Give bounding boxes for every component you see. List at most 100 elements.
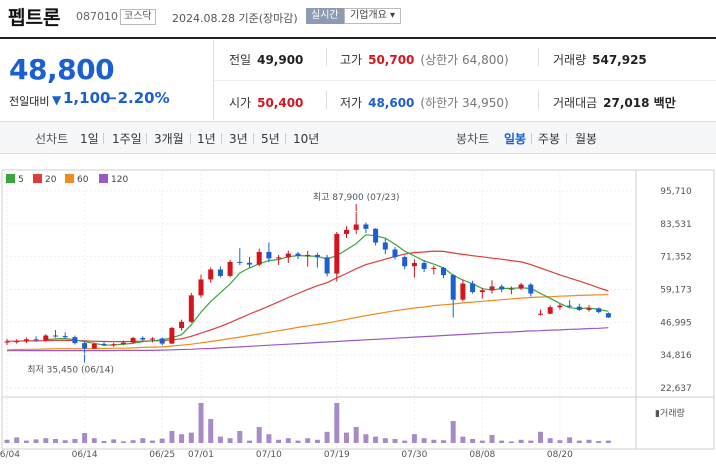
x-tick-label: 07/30	[401, 450, 427, 460]
candle-body	[596, 308, 602, 313]
price-divider	[213, 40, 214, 120]
volume-bar	[392, 439, 398, 443]
stock-header: 펩트론 087010 코스닥 2024.08.28 기준(장마감) 실시간 기업…	[0, 0, 716, 34]
down-arrow-icon: ▼	[52, 93, 62, 107]
volume-label: ▮거래량	[655, 407, 685, 419]
x-tick-label: 06/04	[0, 450, 20, 460]
stat-divider	[538, 91, 539, 109]
candle-body	[363, 224, 369, 229]
x-tick-label: 06/25	[149, 450, 175, 460]
candle-weekly[interactable]: 주봉	[538, 132, 561, 146]
candle-body	[82, 343, 88, 349]
period-bar: 선차트 1일 1주일 3개월 1년 3년 5년 10년 봉차트 일봉 주봉 월봉	[0, 121, 716, 154]
realtime-button[interactable]: 실시간	[306, 8, 344, 24]
candle-body	[605, 313, 611, 318]
candle-body	[334, 233, 340, 274]
period-3m[interactable]: 3개월	[154, 132, 184, 146]
volume-bar	[188, 432, 194, 443]
stat-high: 고가 50,700 (상한가 64,800)	[340, 51, 509, 68]
candle-body	[479, 290, 485, 293]
chevron-down-icon: ▾	[390, 10, 396, 21]
period-1y[interactable]: 1년	[197, 132, 216, 146]
period-divider	[221, 133, 222, 144]
volume-bar	[43, 438, 49, 443]
y-tick-label: 95,710	[660, 187, 692, 197]
candle-body	[276, 257, 282, 259]
candle-body	[489, 286, 495, 291]
stat-amount: 거래대금 27,018 백만	[553, 94, 676, 111]
candle-daily[interactable]: 일봉	[504, 132, 527, 146]
stat-volume: 거래량 547,925	[553, 51, 647, 68]
period-1w[interactable]: 1주일	[112, 132, 142, 146]
candle-body	[198, 279, 204, 296]
period-3y[interactable]: 3년	[229, 132, 248, 146]
corp-info-label: 기업개요	[350, 10, 387, 21]
candle-body	[150, 338, 155, 340]
legend-ma20-swatch	[33, 174, 42, 183]
candle-body	[314, 254, 320, 258]
base-date: 2024.08.28 기준(장마감)	[172, 12, 298, 25]
candle-body	[111, 344, 117, 346]
volume-bar	[276, 439, 282, 443]
volume-bar	[23, 440, 29, 443]
candle-body	[392, 249, 398, 258]
period-10y[interactable]: 10년	[293, 132, 320, 146]
volume-bar	[353, 427, 359, 443]
y-tick-label: 22,637	[660, 384, 692, 394]
y-tick-label: 71,352	[660, 253, 692, 263]
y-tick-label: 34,816	[660, 351, 692, 361]
candle-body	[576, 306, 582, 310]
stock-chart[interactable]: 95,710 83,531 71,352 59,173 46,995 34,816 22,6…	[0, 154, 716, 464]
stat-prev-label: 전일	[229, 53, 252, 67]
volume-bar	[72, 439, 78, 443]
candle-body	[295, 253, 301, 256]
volume-bar	[266, 434, 272, 443]
candle-body	[305, 254, 311, 256]
volume-bar	[489, 435, 495, 443]
stat-amount-value: 27,018 백만	[603, 96, 676, 110]
y-tick-label: 59,173	[660, 286, 692, 296]
stat-low-value: 48,600	[368, 96, 415, 110]
candle-monthly[interactable]: 월봉	[575, 132, 598, 146]
candle-body	[450, 275, 456, 300]
candle-body	[557, 305, 563, 308]
period-divider	[285, 133, 286, 144]
period-1d[interactable]: 1일	[80, 132, 99, 146]
stock-name: 펩트론	[8, 7, 61, 29]
legend-ma20: 20	[33, 174, 56, 185]
volume-bar	[470, 439, 476, 443]
candle-body	[353, 224, 359, 230]
legend-ma120-swatch	[99, 174, 108, 183]
candle-body	[237, 261, 243, 263]
volume-bar	[82, 433, 88, 443]
legend-ma5-label: 5	[18, 175, 24, 185]
ma20-line	[7, 250, 609, 343]
high-annotation: 최고 87,900 (07/23)	[313, 192, 400, 203]
period-divider	[103, 133, 104, 144]
diff-rate: −2.20%	[105, 89, 170, 107]
x-tick-label: 06/14	[72, 450, 98, 460]
low-annotation: 최저 35,450 (06/14)	[27, 364, 114, 375]
period-5y[interactable]: 5년	[261, 132, 280, 146]
stat-divider	[538, 48, 539, 66]
corp-info-dropdown[interactable]: 기업개요 ▾	[344, 8, 402, 24]
candle-body	[518, 284, 524, 289]
volume-bar	[450, 421, 456, 443]
volume-bar	[363, 434, 369, 443]
volume-bar	[431, 439, 437, 443]
volume-bar	[169, 431, 175, 443]
volume-bar	[208, 419, 214, 443]
stat-volume-label: 거래량	[553, 53, 587, 67]
candle-body	[217, 269, 223, 276]
volume-bar	[285, 438, 291, 443]
volume-bar	[373, 436, 379, 443]
volume-bar	[499, 440, 505, 443]
stat-high-label: 고가	[340, 53, 363, 67]
volume-bar	[237, 431, 243, 443]
volume-bar	[198, 403, 204, 443]
candle-body	[188, 295, 194, 322]
legend-ma5-swatch	[6, 174, 15, 183]
volume-bar	[14, 437, 20, 443]
candle-body	[33, 339, 39, 341]
x-tick-label: 08/20	[547, 450, 573, 460]
